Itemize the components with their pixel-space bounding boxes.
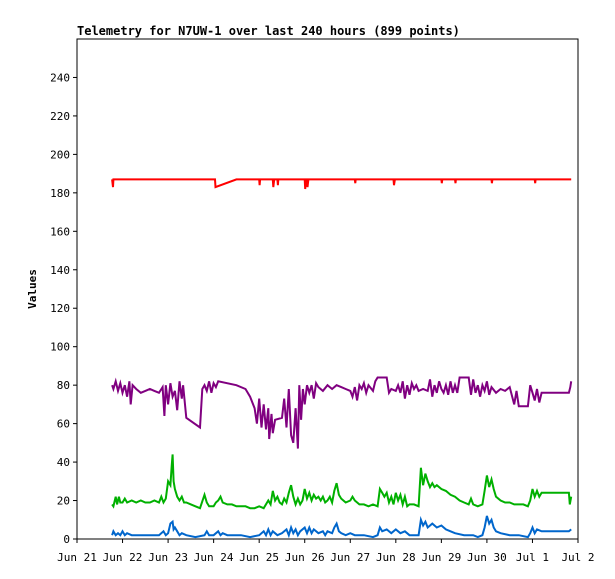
axis-layer: 0 20 40 60 80 100 120 140 160 180 200 220 240 Jun 21 J… (50, 71, 594, 564)
x-tick-label: Jun 26 (285, 551, 325, 564)
series-layer (111, 178, 573, 539)
x-tick-label: Jun 22 (103, 551, 143, 564)
x-tick-label: Jun 27 (330, 551, 370, 564)
y-tick-label: 100 (50, 341, 70, 354)
y-tick-label: 60 (57, 418, 70, 431)
y-tick-label: 20 (57, 495, 70, 508)
series-line-1 (111, 178, 572, 190)
y-tick-label: 200 (50, 148, 70, 161)
y-tick-label: 180 (50, 187, 70, 200)
y-tick-label: 80 (57, 379, 70, 392)
series-line-4 (111, 515, 572, 539)
x-tick-label: Jun 28 (376, 551, 416, 564)
y-tick-label: 220 (50, 110, 70, 123)
x-tick-label: Jun 30 (467, 551, 507, 564)
y-tick-label: 0 (63, 533, 70, 546)
x-tick-label: Jul 2 (561, 551, 594, 564)
x-tick-label: Jun 25 (239, 551, 279, 564)
y-tick-label: 140 (50, 264, 70, 277)
chart-title: Telemetry for N7UW-1 over last 240 hours… (77, 24, 460, 38)
series-line-2 (111, 376, 573, 449)
y-tick-label: 40 (57, 456, 70, 469)
x-tick-label: Jun 29 (421, 551, 461, 564)
x-tick-label: Jun 23 (148, 551, 188, 564)
y-tick-label: 160 (50, 225, 70, 238)
x-tick-label: Jul 1 (516, 551, 549, 564)
y-tick-label: 240 (50, 71, 70, 84)
plot-area (76, 38, 579, 540)
y-tick-label: 120 (50, 302, 70, 315)
x-tick-label: Jun 21 (57, 551, 97, 564)
y-axis-label: Values (26, 269, 39, 309)
x-tick-label: Jun 24 (194, 551, 234, 564)
series-line-3 (111, 454, 573, 510)
